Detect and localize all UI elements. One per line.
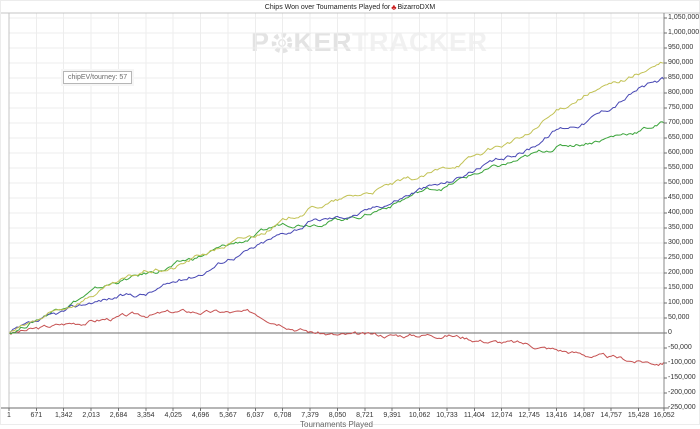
x-tick-label: 6,708 bbox=[273, 412, 292, 419]
y-tick-label: 650,000 bbox=[668, 134, 694, 141]
series-green-line bbox=[8, 121, 665, 335]
y-tick-label: 100,000 bbox=[668, 299, 694, 306]
x-tick-label: 2,684 bbox=[109, 412, 128, 419]
x-tick-label: 4,025 bbox=[164, 412, 182, 419]
x-tick-label: 12,074 bbox=[490, 412, 513, 419]
y-tick-label: 1,000,000 bbox=[668, 29, 700, 36]
poker-chip-icon bbox=[271, 32, 293, 54]
y-tick-label: 500,000 bbox=[668, 179, 694, 186]
x-tick-label: 16,052 bbox=[653, 412, 675, 419]
x-tick-label: 1 bbox=[7, 412, 11, 419]
series-blue-line bbox=[8, 76, 665, 334]
x-tick-label: 4,696 bbox=[191, 412, 210, 419]
x-tick-label: 10,733 bbox=[436, 412, 458, 419]
x-tick-label: 10,062 bbox=[408, 412, 431, 419]
x-tick-label: 15,428 bbox=[627, 412, 650, 419]
x-tick-label: 5,367 bbox=[219, 412, 237, 419]
y-tick-label: -150,000 bbox=[668, 374, 696, 381]
y-tick-label: 200,000 bbox=[668, 269, 694, 276]
x-tick-label: 1,342 bbox=[54, 412, 73, 419]
club-icon: ♣ bbox=[391, 3, 397, 12]
y-tick-label: 900,000 bbox=[668, 59, 694, 66]
series-yellow-line bbox=[8, 61, 665, 334]
y-tick-label: 400,000 bbox=[668, 209, 694, 216]
chart-title: Chips Won over Tournaments Played for♣Bi… bbox=[1, 3, 699, 12]
y-tick-label: 550,000 bbox=[668, 164, 694, 171]
y-tick-label: 300,000 bbox=[668, 239, 694, 246]
x-tick-label: 13,416 bbox=[545, 412, 568, 419]
y-tick-label: 850,000 bbox=[668, 74, 694, 81]
x-tick-label: 12,745 bbox=[518, 412, 540, 419]
x-tick-label: 671 bbox=[30, 412, 43, 419]
chipev-tooltip: chipEV/tourney: 57 bbox=[60, 69, 135, 86]
x-tick-label: 2,013 bbox=[82, 412, 100, 419]
y-tick-label: 1,050,000 bbox=[668, 14, 700, 21]
x-tick-label: 3,354 bbox=[137, 412, 155, 419]
y-tick-label: 450,000 bbox=[668, 194, 694, 201]
x-tick-label: 7,379 bbox=[301, 412, 319, 419]
y-tick-label: 250,000 bbox=[668, 254, 694, 261]
y-tick-label: -200,000 bbox=[668, 389, 696, 396]
y-tick-label: 800,000 bbox=[668, 89, 694, 96]
x-tick-label: 14,087 bbox=[573, 412, 595, 419]
x-tick-label: 8,721 bbox=[356, 412, 374, 419]
y-tick-label: 600,000 bbox=[668, 149, 694, 156]
player-name: BizarroDXM bbox=[397, 4, 436, 11]
y-tick-label: -100,000 bbox=[668, 359, 696, 366]
y-tick-label: 0 bbox=[668, 329, 672, 336]
y-tick-label: 350,000 bbox=[668, 224, 694, 231]
x-tick-label: 14,757 bbox=[600, 412, 622, 419]
chart-title-text: Chips Won over Tournaments Played for bbox=[264, 4, 391, 11]
y-tick-label: -250,000 bbox=[668, 404, 696, 411]
y-tick-label: 50,000 bbox=[668, 314, 690, 321]
y-tick-label: -50,000 bbox=[668, 344, 692, 351]
x-tick-label: 6,037 bbox=[246, 412, 265, 419]
y-tick-label: 700,000 bbox=[668, 119, 694, 126]
x-tick-label: 9,391 bbox=[383, 412, 401, 419]
y-tick-label: 150,000 bbox=[668, 284, 694, 291]
series-red-line bbox=[8, 308, 665, 367]
y-tick-label: 750,000 bbox=[668, 104, 694, 111]
x-tick-label: 8,050 bbox=[328, 412, 347, 419]
x-tick-label: 11,404 bbox=[463, 412, 485, 419]
y-tick-label: 950,000 bbox=[668, 44, 694, 51]
